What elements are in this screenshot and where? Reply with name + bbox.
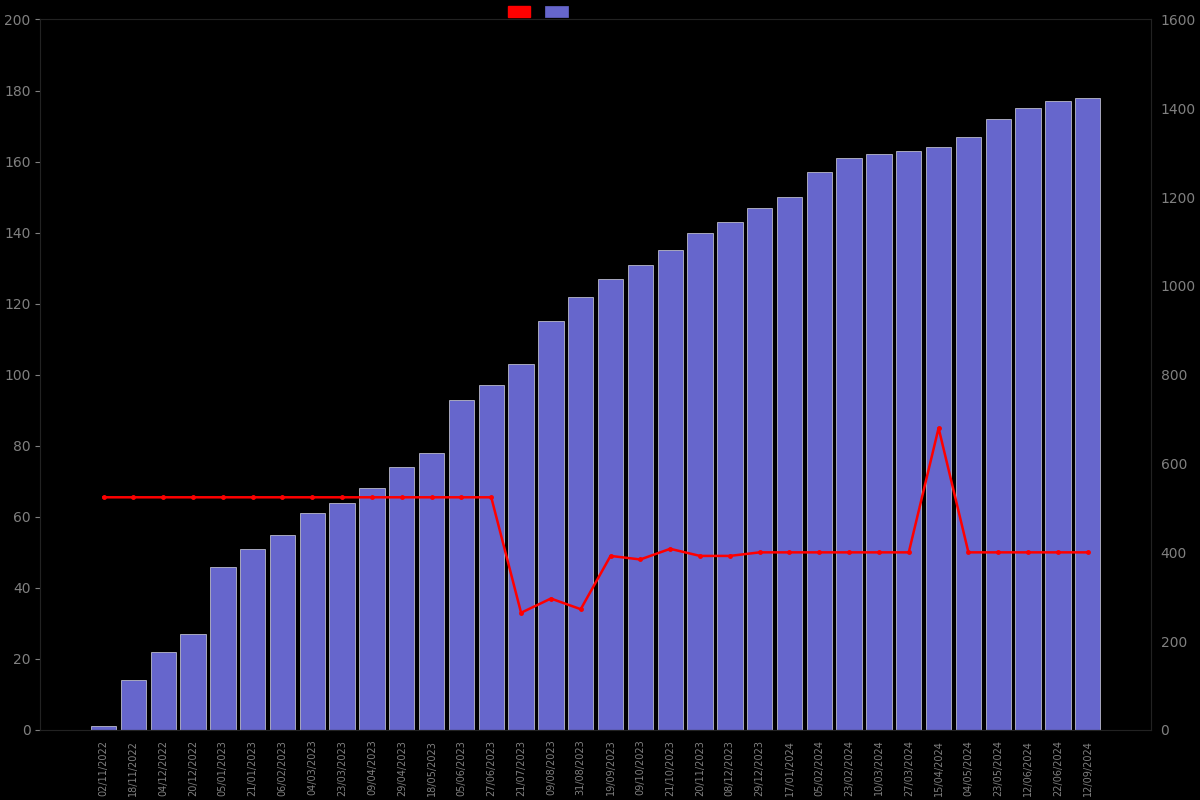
Bar: [1015, 108, 1040, 730]
Bar: [1075, 98, 1100, 730]
Bar: [836, 158, 862, 730]
Bar: [896, 151, 922, 730]
Bar: [270, 534, 295, 730]
Bar: [718, 222, 743, 730]
Bar: [300, 514, 325, 730]
Bar: [1045, 101, 1070, 730]
Bar: [955, 137, 982, 730]
Bar: [539, 322, 564, 730]
Bar: [210, 566, 235, 730]
Bar: [121, 680, 146, 730]
Bar: [359, 489, 385, 730]
Bar: [688, 233, 713, 730]
Bar: [598, 279, 623, 730]
Bar: [985, 119, 1010, 730]
Bar: [240, 549, 265, 730]
Bar: [150, 652, 176, 730]
Bar: [330, 502, 355, 730]
Bar: [746, 208, 773, 730]
Bar: [389, 467, 414, 730]
Bar: [776, 197, 802, 730]
Bar: [568, 297, 593, 730]
Bar: [91, 726, 116, 730]
Bar: [806, 172, 832, 730]
Legend: , : ,: [503, 1, 577, 24]
Bar: [628, 265, 653, 730]
Bar: [419, 453, 444, 730]
Bar: [449, 399, 474, 730]
Bar: [180, 634, 205, 730]
Bar: [509, 364, 534, 730]
Bar: [926, 147, 952, 730]
Bar: [866, 154, 892, 730]
Bar: [658, 250, 683, 730]
Bar: [479, 386, 504, 730]
